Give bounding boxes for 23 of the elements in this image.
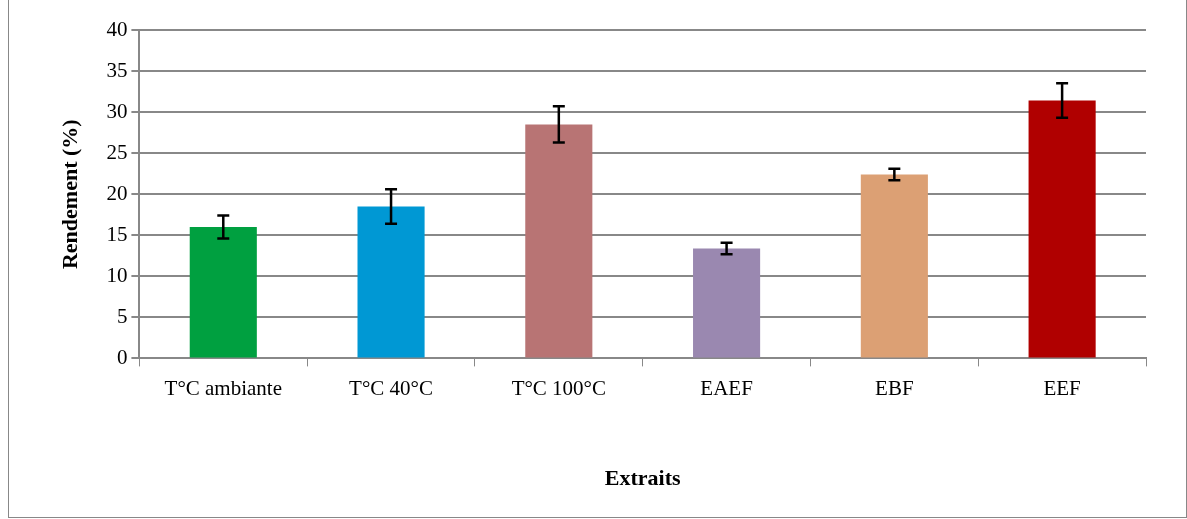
bar <box>860 174 928 358</box>
x-tick-label: T°C ambiante <box>164 375 283 400</box>
x-axis-title: Extraits <box>604 465 682 491</box>
bar <box>693 248 761 358</box>
y-tick-label: 0 <box>116 344 128 369</box>
bar <box>1028 100 1096 358</box>
y-tick-label: 30 <box>106 98 128 123</box>
y-tick-label: 35 <box>106 57 128 82</box>
bar <box>525 124 593 358</box>
y-tick-label: 40 <box>106 16 128 41</box>
x-tick-label: T°C 100°C <box>511 375 607 400</box>
x-tick-label: EAEF <box>700 375 753 400</box>
y-tick-label: 20 <box>106 180 128 205</box>
x-tick-label: EBF <box>875 375 914 400</box>
bar <box>189 227 257 358</box>
x-tick-label: EEF <box>1043 375 1081 400</box>
y-tick-label: 25 <box>106 139 128 164</box>
x-tick-label: T°C 40°C <box>349 375 433 400</box>
y-tick-label: 5 <box>116 303 128 328</box>
bar <box>357 206 425 358</box>
y-axis-title: Rendement (%) <box>56 119 82 270</box>
y-tick-label: 10 <box>106 262 128 287</box>
y-tick-label: 15 <box>106 221 128 246</box>
